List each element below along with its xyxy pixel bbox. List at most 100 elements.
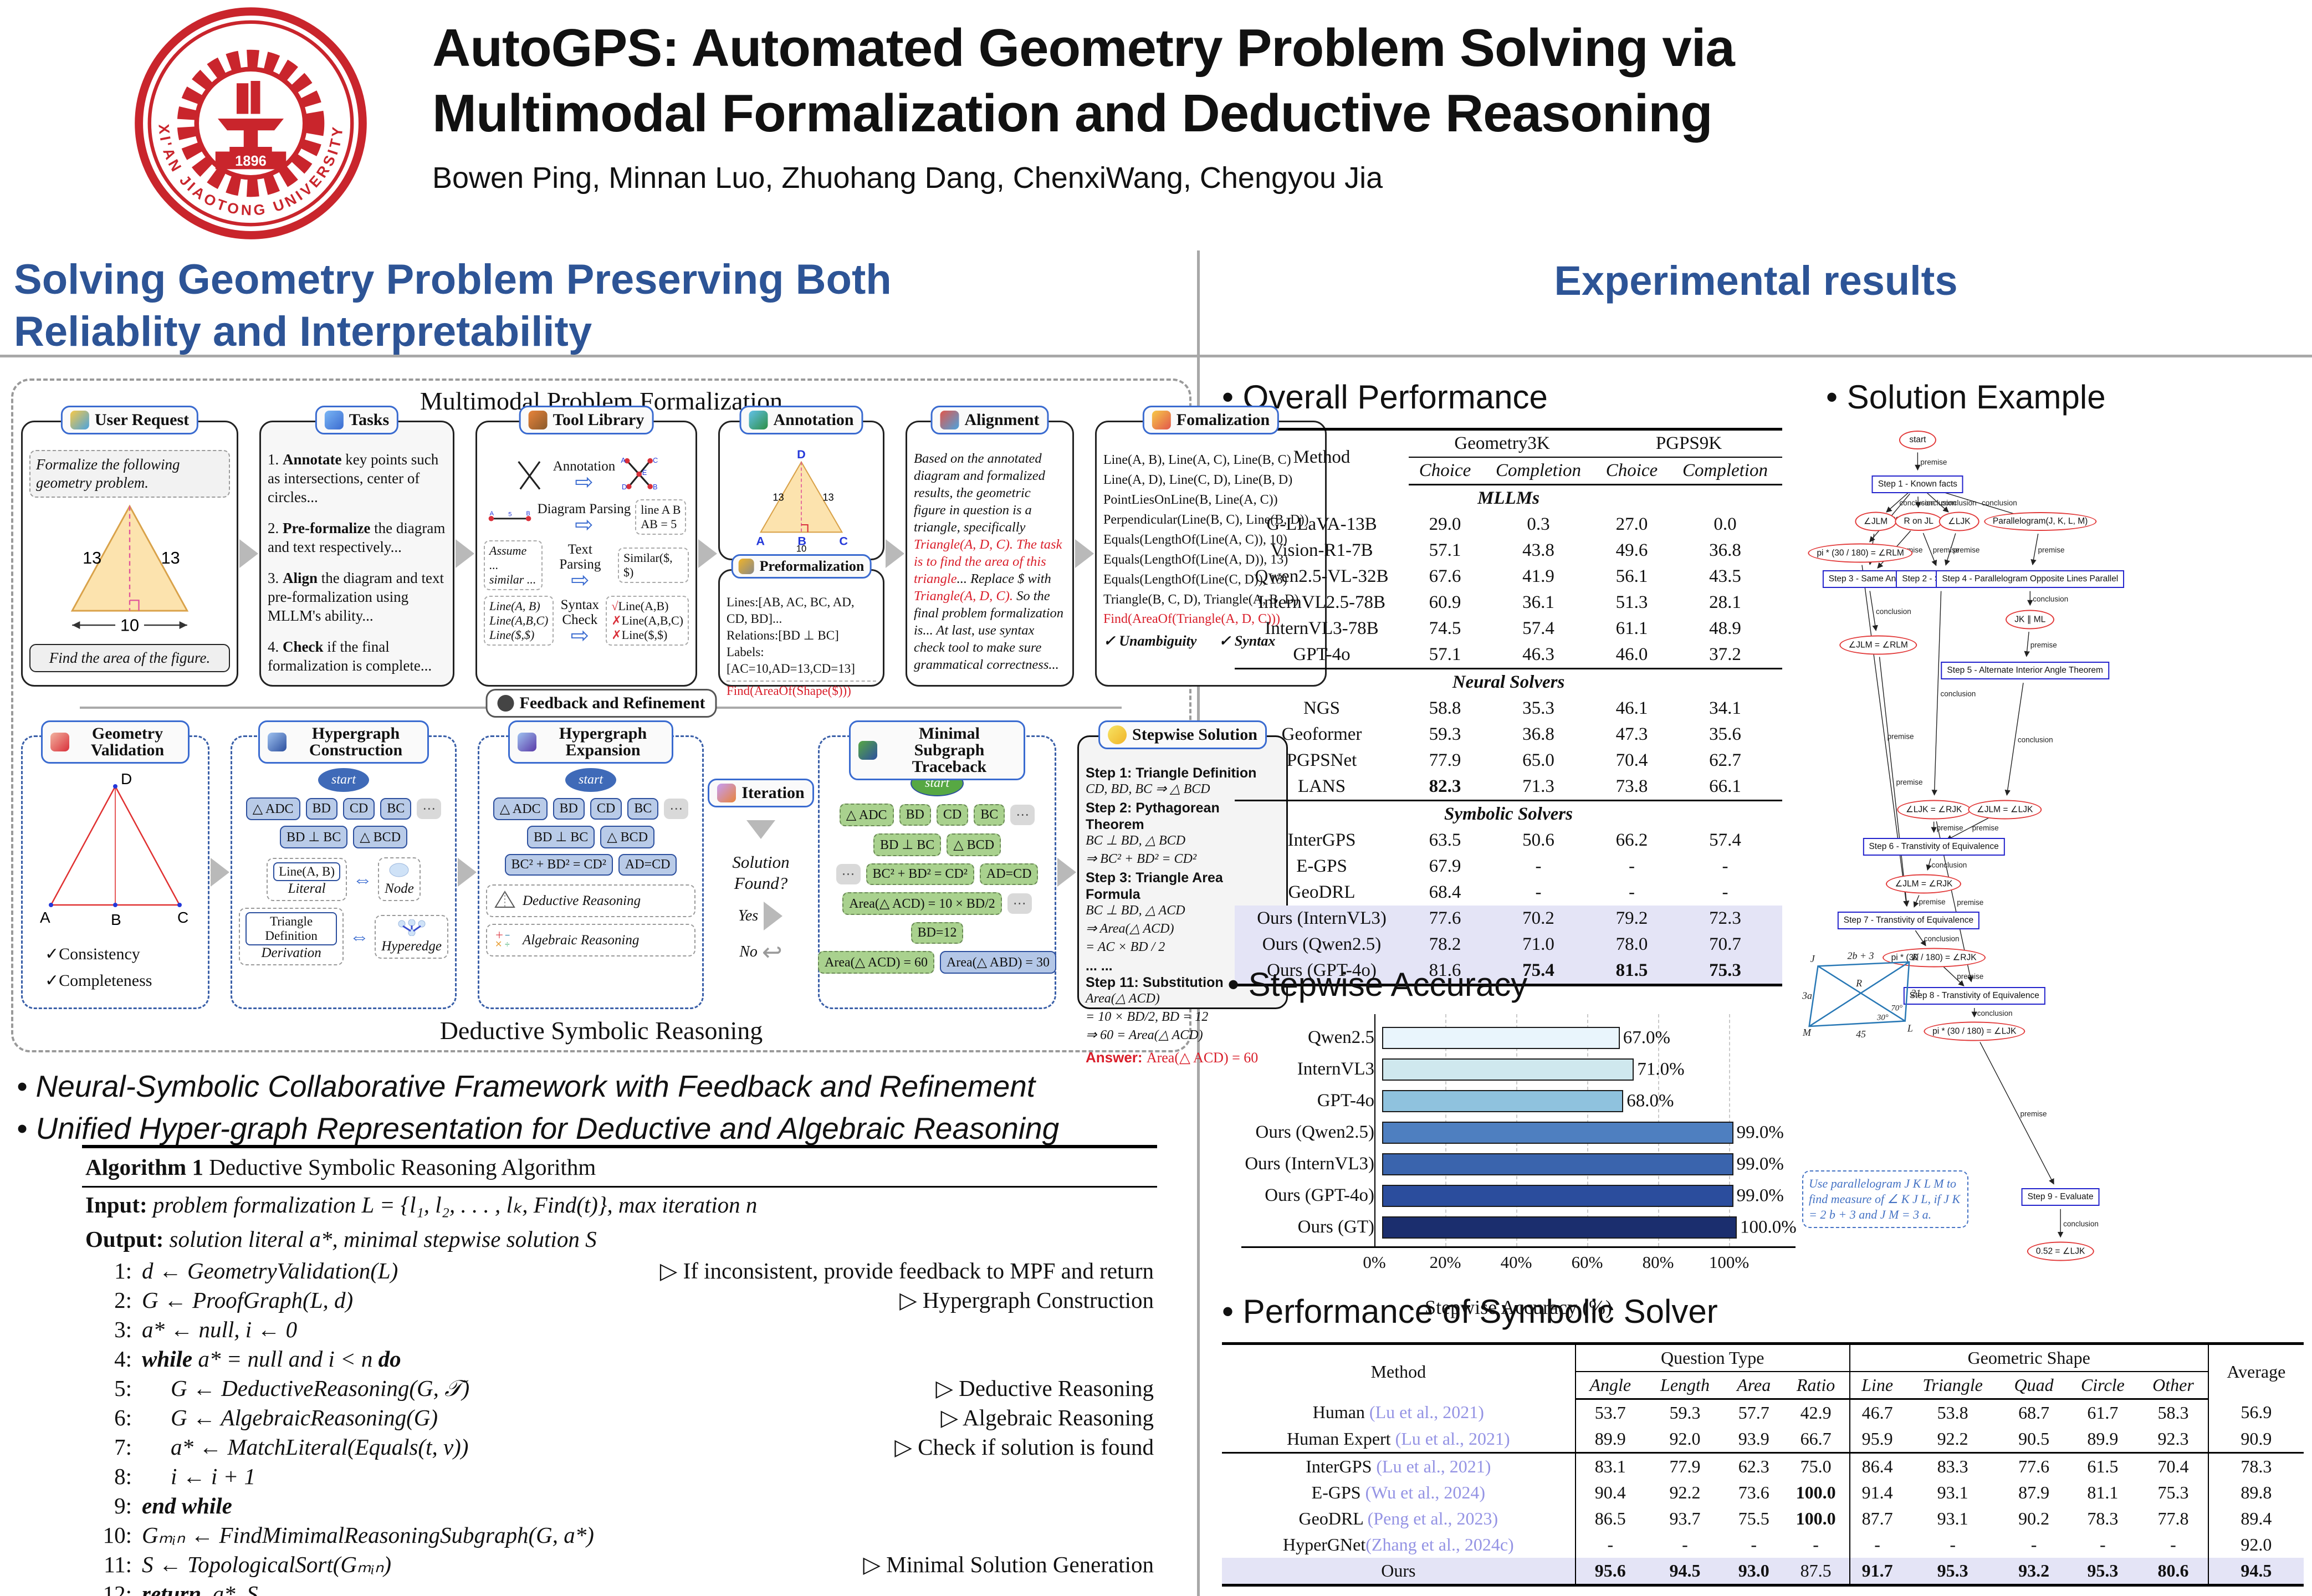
value-cell: - <box>1874 1534 1880 1554</box>
value-cell: 71.0 <box>1522 934 1554 954</box>
svg-text:13: 13 <box>161 549 180 567</box>
value-cell: - <box>1628 882 1635 902</box>
graph-node: BD ⊥ BC <box>873 833 942 856</box>
flow-edge <box>1946 815 1994 841</box>
section-row: Symbolic Solvers <box>1235 800 1782 827</box>
value-cell: 77.9 <box>1644 1452 1726 1480</box>
value-cell: 92.3 <box>2139 1426 2209 1453</box>
blue-arrow-icon: ⇨ <box>570 623 590 648</box>
value-cell: 57.1 <box>1429 540 1461 560</box>
tool-row: A 5 B Diagram Parsing ⇨ line A B AB = 5 <box>484 499 689 536</box>
construction-graph: start △ ADC BD CD BC ⋯ BD ⊥ BC △ BCD <box>239 768 448 848</box>
flow-arrow-icon <box>764 901 783 930</box>
flow-fact-node: ∠JLM = ∠LJK <box>1967 800 2042 820</box>
table-row: E-GPS 67.9 - - - <box>1235 853 1782 879</box>
alignment-text-part: Based on the annotated diagram and forma… <box>914 451 1045 535</box>
poster-title-line1: AutoGPS: Automated Geometry Problem Solv… <box>432 18 1735 78</box>
col-sub: Other <box>2139 1372 2209 1400</box>
graph-node: BD <box>305 798 337 820</box>
value-cell: - <box>1535 882 1542 902</box>
value-cell: - <box>1722 882 1728 902</box>
value-cell: 75.5 <box>1738 1508 1769 1528</box>
svg-text:B: B <box>526 510 530 517</box>
value-cell: 93.7 <box>1669 1508 1701 1528</box>
bar-category-label: Ours (GT) <box>1297 1217 1374 1237</box>
graph-node: BD ⊥ BC <box>526 826 595 848</box>
col-average: Average <box>2227 1362 2286 1382</box>
answer-label: Answer: <box>1086 1049 1143 1066</box>
method-cell: InterGPS <box>1287 830 1356 850</box>
graph-node: BC <box>380 798 412 820</box>
value-cell: 86.4 <box>1849 1452 1905 1480</box>
value-cell: 62.7 <box>1709 750 1741 770</box>
method-cell: LANS <box>1297 776 1346 796</box>
value-cell: 92.2 <box>1937 1429 1968 1449</box>
table-row: LANS 82.3 71.3 73.8 66.1 <box>1235 774 1782 801</box>
method-cell: E-GPS (Wu et al., 2024) <box>1222 1480 1576 1506</box>
validation-figure: D A B C <box>40 770 188 928</box>
col-sub: Choice <box>1595 457 1668 485</box>
panel-title: Minimal Subgraph Traceback <box>912 724 987 776</box>
graph-node: Area(△ ABD) = 30 <box>940 951 1056 974</box>
value-cell: 91.7 <box>1861 1561 1893 1580</box>
formalization-find: Find(AreaOf(Triangle(A, D, C))) <box>1103 612 1281 626</box>
value-cell: 66.2 <box>1615 830 1648 850</box>
chart-x-axis: 0% 20% 40% 60% 80% 100% <box>1241 1248 1796 1273</box>
value-cell: 46.1 <box>1615 698 1648 718</box>
value-cell: 95.3 <box>2087 1561 2119 1580</box>
construction-legend: Line(A, B) Literal ⇔ Node Triangle Definitio… <box>239 857 448 965</box>
svg-text:M: M <box>1802 1027 1812 1038</box>
value-cell: - <box>2100 1534 2106 1554</box>
bar <box>1382 1184 1733 1207</box>
reasoning-legend-item: ＋ − ✕ ÷ Algebraic Reasoning <box>486 924 695 956</box>
table-row: InternVL3-78B 74.5 57.4 61.1 48.9 <box>1235 616 1782 642</box>
value-cell: 46.3 <box>1522 644 1554 664</box>
flow-edge <box>2024 631 2030 657</box>
flow-edge <box>1922 533 1937 566</box>
expansion-legend: Deductive Reasoning ＋ − ✕ ÷ Algebraic Reasoni… <box>486 884 695 956</box>
table-row: E-GPS (Wu et al., 2024) 90.4 92.2 73.6 100.0… <box>1222 1480 2304 1506</box>
bar-track: 68.0% <box>1382 1089 1737 1112</box>
preform-line: Lines:[AB, AC, BC, AD, CD, BD]... <box>727 595 855 626</box>
method-cell: Ours (GPT-4o) <box>1267 960 1377 980</box>
svg-text:13: 13 <box>83 549 101 567</box>
panel-title: Fomalization <box>1176 411 1270 429</box>
anvil-icon <box>218 119 284 158</box>
graph-row: BD=12 <box>911 922 964 944</box>
value-cell: 60.9 <box>1429 592 1461 612</box>
algorithm-line: 6: G ← AlgebraicReasoning(G) ▷ Algebraic R… <box>114 1405 1154 1430</box>
graph-node: start <box>565 768 616 792</box>
user-prompt: Formalize the following geometry problem… <box>29 450 230 498</box>
takeaway-bullets: • Neural-Symbolic Collaborative Framewor… <box>17 1065 1059 1149</box>
graph-row: △ ADC BD CD BC ⋯ <box>493 797 689 820</box>
graph-node: AD=CD <box>979 863 1039 885</box>
value-cell: 36.8 <box>1522 724 1554 744</box>
graph-row: Area(△ ACD) = 10 × BD/2 ⋯ <box>842 892 1032 915</box>
alignment-text-part: So the final problem formalization is...… <box>914 589 1063 672</box>
value-cell: 61.1 <box>1615 618 1648 638</box>
graph-row: ⋯ BC² + BD² = CD² AD=CD <box>836 863 1039 885</box>
gears-icon <box>738 559 754 574</box>
flow-fact-node: R on JL <box>1895 512 1942 531</box>
section-row: MLLMs <box>1477 488 1539 508</box>
bar-row: Ours (Qwen2.5) 99.0% <box>1241 1117 1796 1148</box>
iteration-label: Iteration <box>741 783 805 802</box>
x-tick-label: 0% <box>1363 1252 1386 1272</box>
edge-label: conclusion <box>1940 690 1976 698</box>
value-cell: 87.7 <box>1861 1508 1893 1528</box>
solution-step-head: Step 2: Pythagorean Theorem <box>1086 800 1220 832</box>
annotated-figure: D A B C 13 13 10 <box>756 450 848 553</box>
value-cell: 75.3 <box>2139 1480 2209 1506</box>
method-cell: Vision-R1-7B <box>1270 540 1373 560</box>
panel-geometry-validation: Geometry Validation D A B C ✓Consistency… <box>21 720 209 1009</box>
traceback-icon <box>858 741 877 760</box>
algorithm-input: Input: problem formalization L = {l₁, l₂… <box>85 1192 758 1218</box>
svg-text:10: 10 <box>120 616 139 635</box>
deductive-icon <box>494 890 516 912</box>
value-cell: 72.3 <box>1709 908 1741 928</box>
solution-step-line: = AC × BD / 2 <box>1086 940 1165 954</box>
robot-icon <box>324 411 344 429</box>
panel-tasks: Tasks 1. Annotate key points such as int… <box>259 406 454 687</box>
tool-row: Assume ... similar ... Text Parsing ⇨ Simila… <box>484 540 689 591</box>
graph-node: △ ADC <box>493 797 548 820</box>
